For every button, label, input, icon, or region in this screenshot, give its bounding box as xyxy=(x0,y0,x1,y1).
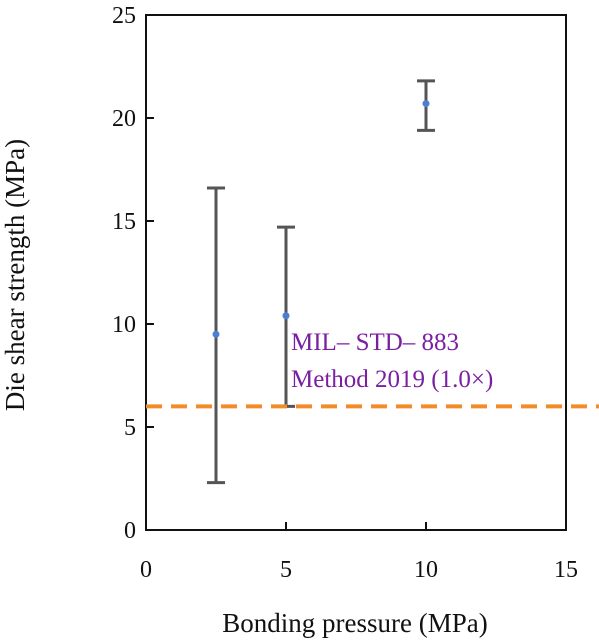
x-tick-label-2: 10 xyxy=(414,557,438,583)
y-tick-label-3: 15 xyxy=(112,209,136,235)
x-tick-label-3: 15 xyxy=(554,557,578,583)
reference-label-line-0: MIL– STD– 883 xyxy=(291,329,459,356)
y-tick-label-0: 0 xyxy=(124,518,136,544)
data-point-0 xyxy=(212,330,220,338)
reference-label-line-1: Method 2019 (1.0×) xyxy=(291,366,493,393)
plot-frame xyxy=(145,14,567,531)
y-axis-title: Die shear strength (MPa) xyxy=(0,139,30,411)
x-tick-label-1: 5 xyxy=(280,557,292,583)
y-tick-label-2: 10 xyxy=(112,312,136,338)
y-tick-label-4: 20 xyxy=(112,106,136,132)
data-point-1 xyxy=(282,312,290,320)
data-point-2 xyxy=(422,100,430,108)
plot-area: 0 5 10 15 20 25 0 5 10 15 MIL– STD– 883 Method 2019… xyxy=(112,3,599,583)
x-tick-label-0: 0 xyxy=(140,557,152,583)
y-tick-label-5: 25 xyxy=(112,3,136,29)
y-tick-label-1: 5 xyxy=(124,415,136,441)
x-axis-title: Bonding pressure (MPa) xyxy=(222,608,487,638)
